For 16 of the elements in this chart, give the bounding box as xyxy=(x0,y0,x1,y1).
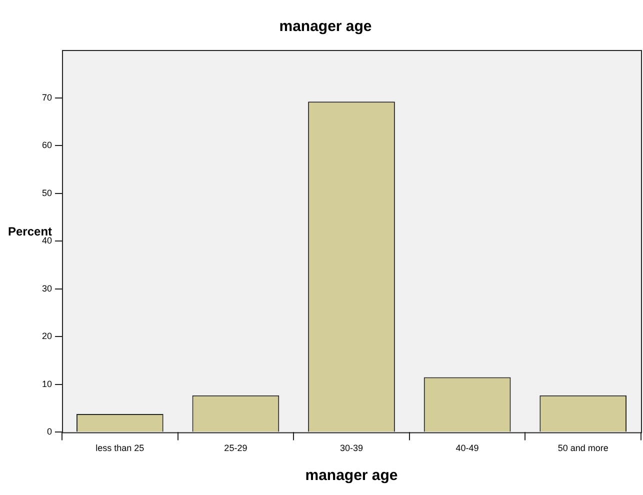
x-tick-label: 50 and more xyxy=(558,443,608,454)
chart-title: manager age xyxy=(279,18,372,36)
y-tick-label: 40 xyxy=(42,236,52,246)
y-axis-title: Percent xyxy=(8,224,52,238)
y-tick-label: 30 xyxy=(42,283,52,294)
y-tick-label: 60 xyxy=(42,140,52,150)
y-tick-label: 70 xyxy=(42,92,52,102)
y-tick-label: 20 xyxy=(42,331,52,342)
x-tick-label: 30-39 xyxy=(340,443,364,454)
x-axis-title: manager age xyxy=(305,467,398,484)
y-tick-label: 10 xyxy=(42,378,52,389)
x-tick-label: 40-49 xyxy=(456,443,479,454)
y-tick-label: 0 xyxy=(46,426,52,437)
x-tick-label: less than 25 xyxy=(96,443,144,454)
y-tick-label: 50 xyxy=(42,188,52,198)
x-tick-label: 25-29 xyxy=(224,443,248,454)
